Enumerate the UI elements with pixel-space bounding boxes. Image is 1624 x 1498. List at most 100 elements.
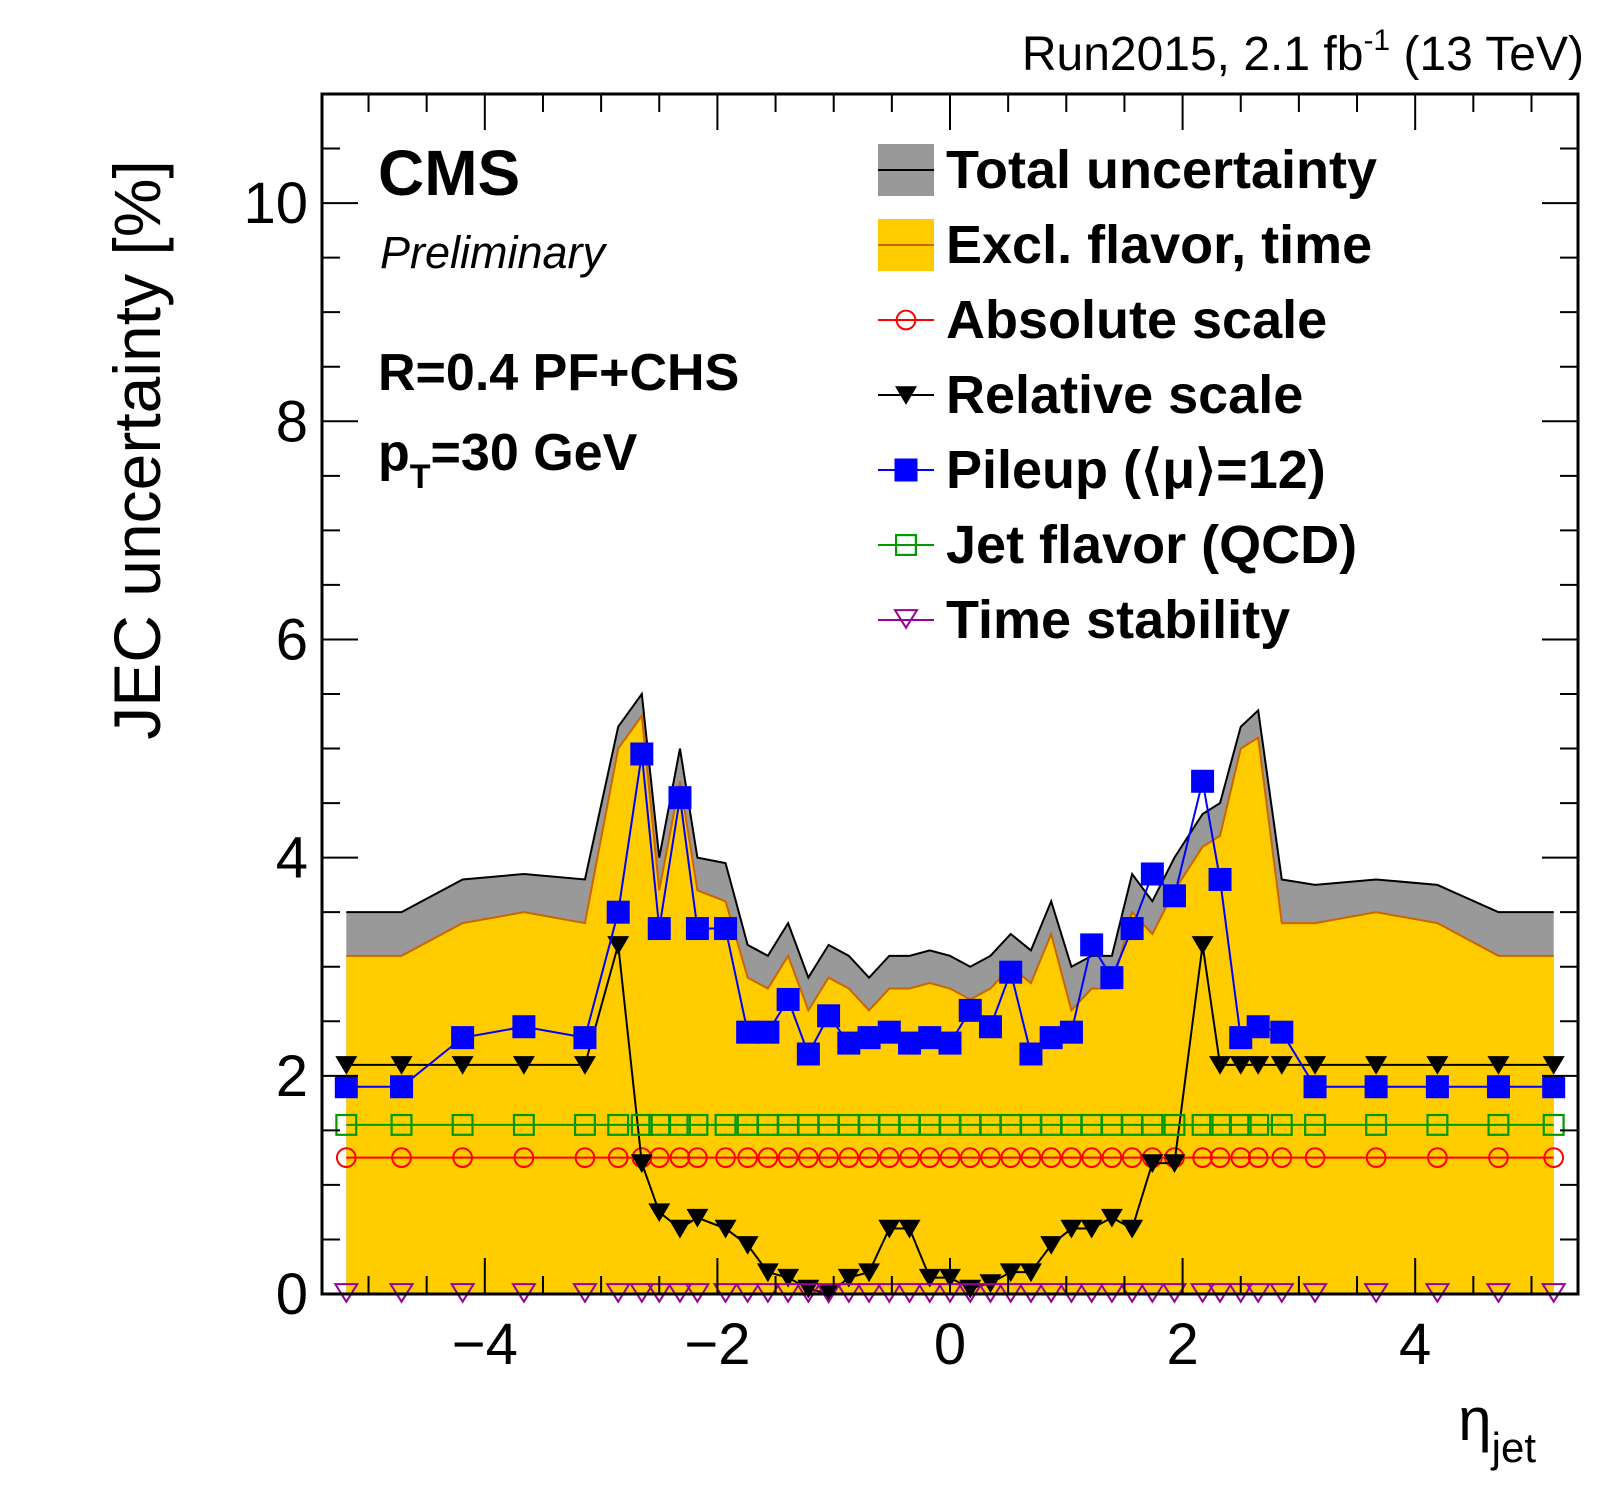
data-point: [1365, 1056, 1388, 1075]
data-point: [390, 1056, 413, 1075]
data-point: [390, 1113, 413, 1136]
legend-label: Jet flavor (QCD): [946, 515, 1357, 575]
data-point: [714, 1219, 737, 1239]
data-point: [1271, 1147, 1293, 1168]
data-point: [1247, 1056, 1270, 1075]
preliminary-label: Preliminary: [380, 227, 608, 278]
data-point: [1060, 1219, 1083, 1239]
data-point: [451, 1026, 475, 1050]
data-point: [1304, 1113, 1327, 1136]
y-tick-label: 4: [276, 826, 308, 891]
data-point: [1542, 1056, 1565, 1075]
plot-area: [333, 691, 1567, 1304]
data-point: [630, 1154, 653, 1173]
data-point: [777, 1147, 799, 1168]
data-point: [838, 1147, 860, 1168]
x-tick-label: 4: [1399, 1312, 1431, 1377]
legend-label: Excl. flavor, time: [946, 215, 1372, 275]
axis-tick-labels: −4 −2 0 2 4 0 2 4 6 8 10: [243, 171, 1431, 1377]
axis-ticks: [322, 93, 1578, 1295]
legend-item: Jet flavor (QCD): [878, 515, 1357, 575]
legend-label: Absolute scale: [946, 290, 1327, 350]
data-point: [1040, 1147, 1062, 1168]
data-point: [1487, 1113, 1510, 1136]
data-point: [1081, 1147, 1102, 1168]
data-point: [1191, 1113, 1214, 1136]
y-tick-label: 0: [276, 1262, 308, 1327]
data-point: [685, 917, 709, 941]
y-axis-label: JEC uncertainty [%]: [100, 160, 174, 740]
data-point: [390, 1075, 414, 1099]
data-point: [714, 917, 738, 941]
data-point: [451, 1113, 474, 1136]
legend-label: Pileup (⟨μ⟩=12): [946, 440, 1326, 500]
data-point: [1304, 1147, 1326, 1168]
data-point: [1246, 1015, 1270, 1039]
data-point: [958, 998, 982, 1022]
data-point: [877, 1020, 901, 1044]
y-tick-label: 8: [276, 389, 308, 454]
data-point: [607, 936, 630, 955]
data-point: [1229, 1056, 1252, 1075]
band-edge-line: [346, 691, 1554, 980]
data-point: [1040, 1236, 1063, 1255]
data-point: [1059, 1020, 1083, 1044]
y-tick-label: 2: [276, 1044, 308, 1109]
data-point: [1141, 1154, 1164, 1173]
data-point: [756, 1020, 780, 1044]
data-point: [1304, 1056, 1327, 1075]
data-point: [686, 1208, 709, 1228]
data-point: [1192, 1147, 1213, 1168]
data-point: [648, 1203, 671, 1223]
data-point: [1140, 862, 1164, 886]
data-point: [1039, 1026, 1063, 1050]
data-point: [1100, 1208, 1123, 1228]
data-point: [1019, 1042, 1043, 1066]
data-point: [858, 1147, 880, 1168]
series-2: [334, 742, 1566, 1099]
data-point: [837, 1268, 860, 1288]
data-point: [335, 1147, 357, 1168]
data-point: [1120, 917, 1144, 941]
data-point: [512, 1056, 535, 1075]
data-point: [687, 1147, 708, 1168]
data-point: [573, 1056, 596, 1075]
data-point: [1101, 1147, 1123, 1168]
data-point: [737, 1147, 758, 1168]
legend-item: Absolute scale: [878, 290, 1327, 350]
data-point: [606, 900, 630, 924]
data-point: [1303, 1075, 1327, 1099]
data-point: [335, 1113, 358, 1136]
band-edge-line: [346, 713, 1554, 1013]
data-point: [858, 1263, 881, 1283]
jet-algorithm-label: R=0.4 PF+CHS: [378, 344, 739, 402]
series-3: [335, 1113, 1565, 1136]
data-point: [573, 1026, 597, 1050]
data-point: [959, 1147, 981, 1168]
legend-item: Pileup (⟨μ⟩=12): [878, 440, 1326, 500]
data-point: [1426, 1056, 1449, 1075]
data-point: [837, 1031, 861, 1055]
data-point: [756, 1263, 779, 1283]
data-point: [574, 1147, 596, 1168]
data-point: [999, 1263, 1022, 1283]
data-point: [714, 1113, 737, 1136]
data-point: [919, 1147, 941, 1168]
data-point: [1000, 1147, 1022, 1168]
data-point: [1209, 1147, 1231, 1168]
data-point: [391, 1147, 412, 1168]
data-point: [898, 1219, 921, 1239]
data-point: [1080, 1219, 1103, 1239]
y-tick-label: 6: [276, 607, 308, 672]
data-point: [573, 1113, 596, 1136]
data-point: [1270, 1020, 1294, 1044]
series-0: [335, 1147, 1565, 1168]
data-point: [796, 1042, 820, 1066]
data-point: [857, 1026, 881, 1050]
data-point: [647, 917, 671, 941]
data-point: [668, 786, 692, 810]
legend-item: Time stability: [878, 590, 1290, 650]
legend-marker: [895, 386, 917, 405]
data-point: [335, 1056, 358, 1075]
